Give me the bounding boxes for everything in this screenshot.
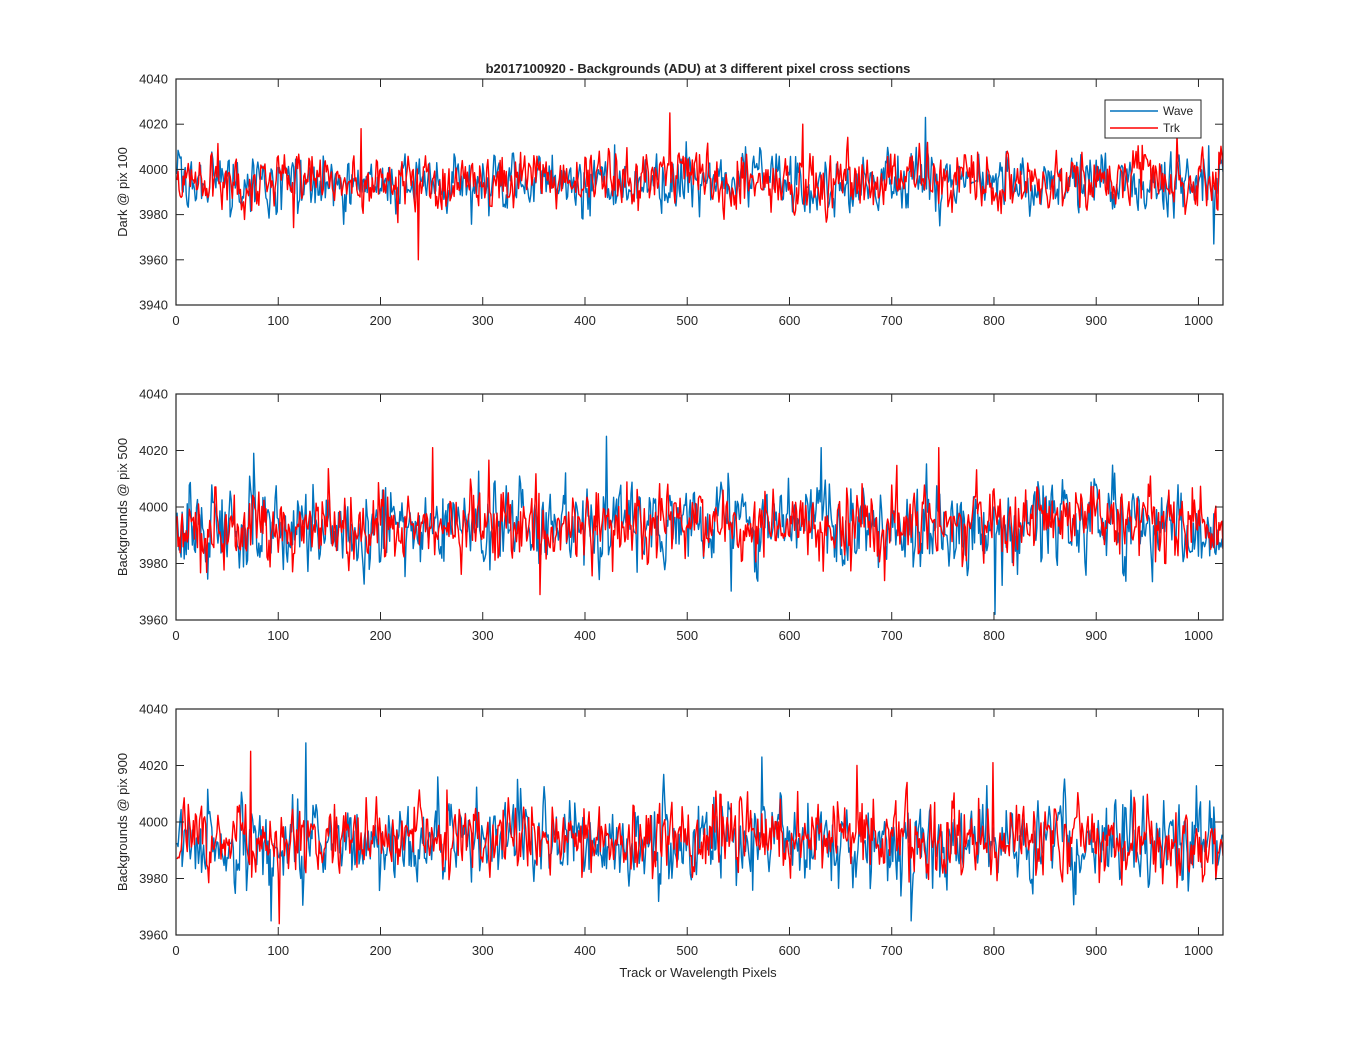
panel-3-xtick-label: 700 <box>881 943 903 958</box>
panel-3-xtick-label: 0 <box>172 943 179 958</box>
panel-1-ytick-label: 3980 <box>139 207 168 222</box>
panel-2-xtick-label: 800 <box>983 628 1005 643</box>
panel-1-ytick-label: 4020 <box>139 117 168 132</box>
panel-1-ytick-label: 4000 <box>139 162 168 177</box>
panel-1-xtick-label: 700 <box>881 313 903 328</box>
panel-1-xtick-label: 800 <box>983 313 1005 328</box>
panel-1-xtick-label: 500 <box>676 313 698 328</box>
panel-2-xtick-label: 1000 <box>1184 628 1213 643</box>
panel-1-xtick-label: 200 <box>370 313 392 328</box>
panel-2-xtick-label: 300 <box>472 628 494 643</box>
panel-2-ytick-label: 4020 <box>139 443 168 458</box>
panel-3-xtick-label: 500 <box>676 943 698 958</box>
panel-1-ytick-label: 3960 <box>139 252 168 267</box>
panel-2-xtick-label: 700 <box>881 628 903 643</box>
panel-1-ytick-label: 4040 <box>139 72 168 87</box>
panel-2-series <box>176 435 1223 616</box>
panel-2-xtick-label: 600 <box>779 628 801 643</box>
panel-2-ytick-label: 3980 <box>139 556 168 571</box>
panel-2: 0 100 200 300 400 500 600 700 800 900 1000 3960 3980… <box>115 387 1224 643</box>
panel-1-xtick-label: 900 <box>1085 313 1107 328</box>
legend: Wave Trk <box>1104 99 1202 139</box>
legend-box <box>1104 99 1202 139</box>
panel-3-xtick-label: 400 <box>574 943 596 958</box>
panel-3-xtick-label: 800 <box>983 943 1005 958</box>
panel-1-xtick-label: 100 <box>267 313 289 328</box>
panel-2-xtick-label: 400 <box>574 628 596 643</box>
panel-2-ytick-label: 3960 <box>139 613 168 628</box>
panel-3-series <box>176 742 1223 925</box>
panel-1-series <box>176 112 1223 261</box>
panels: 0 100 200 300 400 500 600 700 800 900 100039403960… <box>115 72 1224 958</box>
panel-2-y-axis-label: Backgrounds @ pix 500 <box>115 438 130 576</box>
panel-3-ytick-label: 3980 <box>139 871 168 886</box>
panel-2-xtick-label: 200 <box>370 628 392 643</box>
panel-3-ytick-label: 4000 <box>139 815 168 830</box>
panel-3-ytick-label: 4040 <box>139 702 168 717</box>
panel-1-y-axis-label: Dark @ pix 100 <box>115 147 130 237</box>
legend-label-wave: Wave <box>1163 104 1194 118</box>
panel-3: 0 100 200 300 400 500 600 700 800 900 1000 3960 3980… <box>115 702 1224 958</box>
panel-2-series-trk-line <box>176 446 1223 596</box>
panel-1-series-trk-line <box>176 112 1223 261</box>
panel-1-xtick-label: 0 <box>172 313 179 328</box>
panel-3-xtick-label: 300 <box>472 943 494 958</box>
panel-2-xtick-label: 500 <box>676 628 698 643</box>
panel-1-xtick-label: 300 <box>472 313 494 328</box>
panel-3-series-wave-line <box>176 742 1223 922</box>
panel-3-series-trk-line <box>176 750 1223 925</box>
panel-1-axes-box <box>175 78 1224 306</box>
legend-label-trk: Trk <box>1163 121 1181 135</box>
panel-3-ytick-label: 3960 <box>139 928 168 943</box>
figure-title: b2017100920 - Backgrounds (ADU) at 3 dif… <box>486 61 911 76</box>
panel-2-xtick-label: 100 <box>267 628 289 643</box>
panel-3-xtick-label: 600 <box>779 943 801 958</box>
x-axis-label: Track or Wavelength Pixels <box>619 965 777 980</box>
panel-1-xtick-label: 600 <box>779 313 801 328</box>
panel-2-ytick-label: 4000 <box>139 500 168 515</box>
panel-1-ytick-label: 3940 <box>139 298 168 313</box>
panel-2-xtick-label: 0 <box>172 628 179 643</box>
panel-1: 0 100 200 300 400 500 600 700 800 900 1000 3940 3960… <box>115 72 1224 328</box>
panel-3-xtick-label: 200 <box>370 943 392 958</box>
panel-2-xtick-label: 900 <box>1085 628 1107 643</box>
panel-3-y-axis-label: Backgrounds @ pix 900 <box>115 753 130 891</box>
panel-3-xtick-label: 100 <box>267 943 289 958</box>
panel-3-xtick-label: 900 <box>1085 943 1107 958</box>
panel-1-xtick-label: 1000 <box>1184 313 1213 328</box>
panel-1-xtick-label: 400 <box>574 313 596 328</box>
panel-3-xtick-label: 1000 <box>1184 943 1213 958</box>
panel-2-ytick-label: 4040 <box>139 387 168 402</box>
panel-3-ytick-label: 4020 <box>139 758 168 773</box>
